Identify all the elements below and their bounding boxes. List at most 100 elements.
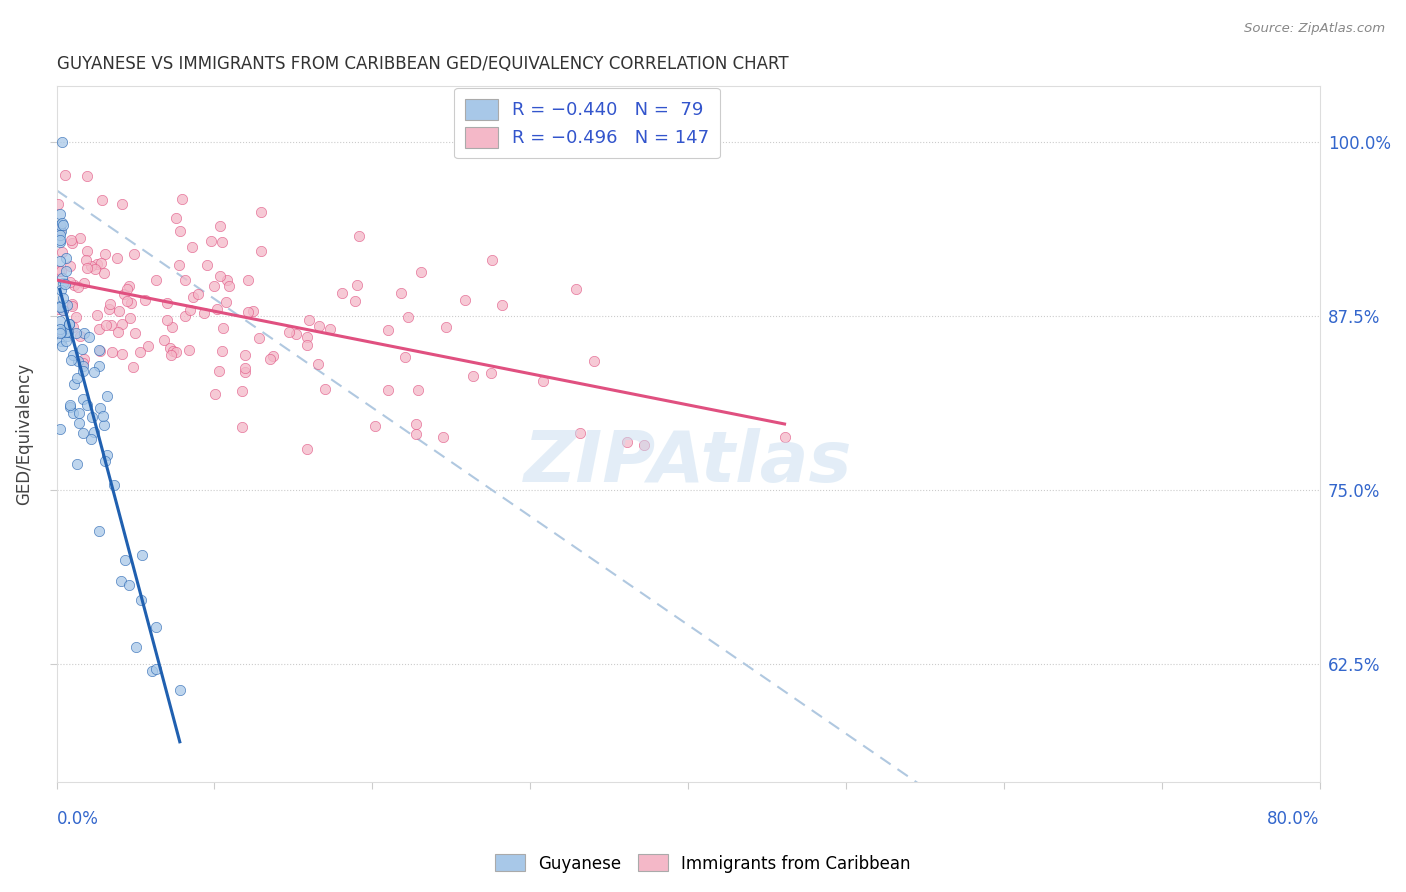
Point xyxy=(211,344,233,359)
Point xyxy=(432,430,454,444)
Point xyxy=(73,351,96,366)
Point xyxy=(73,276,96,290)
Point xyxy=(100,344,122,359)
Point xyxy=(49,326,72,340)
Point xyxy=(162,344,184,359)
Point xyxy=(377,323,399,337)
Point xyxy=(49,299,72,313)
Point xyxy=(173,309,195,323)
Point xyxy=(66,354,89,368)
Point xyxy=(98,297,121,311)
Point xyxy=(46,301,69,316)
Point xyxy=(231,384,253,398)
Point xyxy=(49,283,72,297)
Point xyxy=(346,277,368,292)
Point xyxy=(65,326,87,340)
Point xyxy=(89,322,111,336)
Point xyxy=(616,435,638,450)
Point xyxy=(208,364,231,378)
Point xyxy=(114,287,136,301)
Point xyxy=(202,279,225,293)
Point xyxy=(195,259,218,273)
Point xyxy=(212,321,235,335)
Point xyxy=(277,325,299,339)
Point xyxy=(62,319,84,334)
Point xyxy=(51,271,73,285)
Point xyxy=(67,416,90,430)
Point xyxy=(193,306,215,320)
Point xyxy=(236,272,259,286)
Point xyxy=(87,524,110,538)
Point xyxy=(205,302,228,317)
Point xyxy=(160,320,183,334)
Point xyxy=(141,664,163,678)
Point xyxy=(396,310,419,324)
Point xyxy=(58,398,80,412)
Point xyxy=(56,321,79,335)
Point xyxy=(218,279,240,293)
Point xyxy=(344,293,367,308)
Point xyxy=(531,374,554,388)
Point xyxy=(349,228,371,243)
Point xyxy=(49,233,72,247)
Point xyxy=(124,326,146,340)
Point xyxy=(56,329,79,343)
Point xyxy=(209,219,232,234)
Point xyxy=(49,301,72,315)
Point xyxy=(200,234,222,248)
Point xyxy=(118,311,141,326)
Point xyxy=(250,244,273,259)
Text: ZIPAtlas: ZIPAtlas xyxy=(524,427,852,497)
Point xyxy=(233,361,256,376)
Point xyxy=(242,304,264,318)
Point xyxy=(52,303,75,318)
Point xyxy=(145,272,167,286)
Point xyxy=(51,224,73,238)
Point xyxy=(295,442,318,456)
Point xyxy=(773,430,796,444)
Point xyxy=(93,267,115,281)
Point xyxy=(52,291,75,305)
Point xyxy=(105,251,128,265)
Point xyxy=(52,276,75,290)
Point xyxy=(233,365,256,379)
Point xyxy=(204,387,226,401)
Point xyxy=(129,593,152,607)
Point xyxy=(62,406,84,420)
Point xyxy=(307,357,329,371)
Y-axis label: GED/Equivalency: GED/Equivalency xyxy=(15,363,32,505)
Point xyxy=(58,317,80,331)
Point xyxy=(49,263,72,277)
Point xyxy=(76,244,98,258)
Point xyxy=(155,313,177,327)
Point xyxy=(90,256,112,270)
Point xyxy=(165,211,187,226)
Point xyxy=(114,553,136,567)
Point xyxy=(128,344,150,359)
Point xyxy=(62,348,84,362)
Point xyxy=(52,303,75,318)
Point xyxy=(51,326,73,340)
Point xyxy=(80,409,103,424)
Point xyxy=(172,192,194,206)
Point xyxy=(55,334,77,349)
Point xyxy=(93,417,115,432)
Point xyxy=(364,419,387,434)
Point xyxy=(72,364,94,378)
Point xyxy=(107,325,129,339)
Point xyxy=(115,281,138,295)
Point xyxy=(72,356,94,370)
Point xyxy=(297,338,319,352)
Point xyxy=(409,265,432,279)
Point xyxy=(308,319,330,334)
Point xyxy=(70,342,93,356)
Point xyxy=(58,276,80,290)
Point xyxy=(51,338,73,352)
Point xyxy=(46,197,69,211)
Point xyxy=(111,197,134,211)
Point xyxy=(110,574,132,588)
Point xyxy=(80,259,103,273)
Point xyxy=(215,273,238,287)
Point xyxy=(83,365,105,379)
Point xyxy=(59,400,82,414)
